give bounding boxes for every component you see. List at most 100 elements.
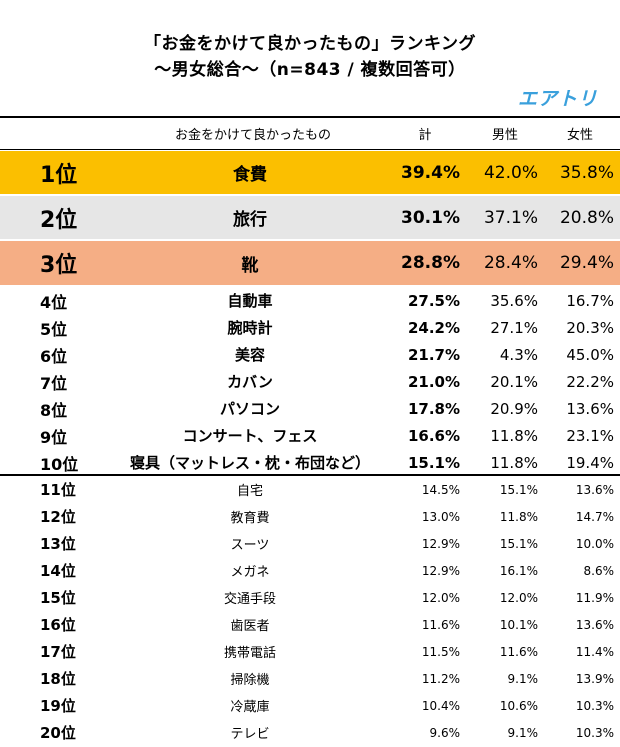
table-row: 19位 冷蔵庫 10.4% 10.6% 10.3% [0, 692, 620, 719]
item-cell: カバン [227, 373, 273, 391]
rank-cell: 16位 [40, 616, 76, 634]
male-cell: 10.1% [499, 617, 538, 632]
total-cell: 21.7% [407, 345, 460, 364]
total-cell: 16.6% [407, 426, 460, 445]
male-cell: 20.9% [490, 399, 538, 418]
rank-cell: 12位 [40, 508, 76, 526]
male-cell: 11.8% [490, 453, 538, 472]
female-cell: 35.8% [559, 162, 614, 183]
male-cell: 37.1% [483, 207, 538, 228]
total-cell: 9.6% [429, 725, 461, 740]
chart-title: 「お金をかけて良かったもの」ランキング [144, 34, 476, 54]
rank-cell: 19位 [40, 697, 76, 715]
rank-cell: 17位 [40, 643, 76, 661]
male-cell: 12.0% [499, 590, 538, 605]
female-cell: 10.0% [575, 536, 614, 551]
total-cell: 13.0% [421, 509, 460, 524]
male-cell: 11.6% [499, 644, 538, 659]
female-cell: 11.9% [575, 590, 614, 605]
header-bottom-rule [0, 149, 620, 150]
male-cell: 9.1% [507, 725, 539, 740]
item-cell: 美容 [234, 346, 265, 364]
female-cell: 13.6% [566, 399, 614, 418]
table-row: 15位 交通手段 12.0% 12.0% 11.9% [0, 584, 620, 611]
female-cell: 13.9% [575, 671, 614, 686]
table-row: 18位 掃除機 11.2% 9.1% 13.9% [0, 665, 620, 692]
total-cell: 11.2% [421, 671, 460, 686]
rank-cell: 7位 [40, 373, 68, 393]
item-cell: メガネ [230, 565, 270, 580]
rank-cell: 6位 [40, 346, 68, 366]
table-row: 2位 旅行 30.1% 37.1% 20.8% [0, 196, 620, 239]
table-row: 9位 コンサート、フェス 16.6% 11.8% 23.1% [0, 422, 620, 449]
table-row: 3位 靴 28.8% 28.4% 29.4% [0, 241, 620, 285]
table-row: 6位 美容 21.7% 4.3% 45.0% [0, 341, 620, 368]
female-cell: 20.3% [566, 318, 614, 337]
male-cell: 16.1% [499, 563, 538, 578]
item-cell: テレビ [230, 727, 270, 742]
total-cell: 12.9% [421, 536, 460, 551]
header-item: お金をかけて良かったもの [175, 128, 332, 143]
rank-cell: 9位 [40, 427, 68, 447]
item-cell: 寝具（マットレス・枕・布団など） [129, 454, 370, 472]
item-cell: 靴 [241, 255, 259, 276]
total-cell: 11.6% [421, 617, 460, 632]
rank-cell: 20位 [40, 724, 76, 742]
total-cell: 30.1% [401, 207, 460, 228]
total-cell: 12.9% [421, 563, 460, 578]
item-cell: 自動車 [227, 292, 273, 310]
male-cell: 11.8% [499, 509, 538, 524]
chart-subtitle: 〜男女総合〜（n=843 / 複数回答可） [154, 60, 466, 80]
male-cell: 28.4% [483, 253, 538, 273]
male-cell: 4.3% [499, 345, 538, 364]
total-cell: 17.8% [407, 399, 460, 418]
male-cell: 15.1% [499, 482, 538, 497]
table-row: 16位 歯医者 11.6% 10.1% 13.6% [0, 611, 620, 638]
rank-cell: 10位 [40, 454, 79, 474]
item-cell: 教育費 [230, 511, 270, 526]
item-cell: 自宅 [236, 484, 263, 499]
rank-cell: 5位 [40, 319, 68, 339]
rank-cell: 18位 [40, 670, 76, 688]
top10-divider-rule [0, 474, 620, 476]
total-cell: 27.5% [407, 291, 460, 310]
table-row: 4位 自動車 27.5% 35.6% 16.7% [0, 287, 620, 314]
table-row: 7位 カバン 21.0% 20.1% 22.2% [0, 368, 620, 395]
table-row: 1位 食費 39.4% 42.0% 35.8% [0, 151, 620, 194]
table-row: 8位 パソコン 17.8% 20.9% 13.6% [0, 395, 620, 422]
female-cell: 23.1% [566, 426, 614, 445]
header-total: 計 [418, 128, 432, 143]
table-row: 20位 テレビ 9.6% 9.1% 10.3% [0, 719, 620, 746]
total-cell: 28.8% [401, 253, 460, 273]
female-cell: 22.2% [566, 372, 614, 391]
rank-cell: 3位 [40, 253, 78, 278]
item-cell: 冷蔵庫 [230, 700, 270, 715]
female-cell: 45.0% [566, 345, 614, 364]
female-cell: 29.4% [559, 253, 614, 273]
male-cell: 20.1% [490, 372, 538, 391]
table-row: 10位 寝具（マットレス・枕・布団など） 15.1% 11.8% 19.4% [0, 449, 620, 476]
header-male: 男性 [491, 128, 518, 143]
table-row: 11位 自宅 14.5% 15.1% 13.6% [0, 476, 620, 503]
female-cell: 16.7% [566, 291, 614, 310]
item-cell: コンサート、フェス [182, 427, 318, 445]
item-cell: 旅行 [233, 210, 267, 230]
total-cell: 14.5% [421, 482, 460, 497]
item-cell: 掃除機 [230, 673, 270, 688]
female-cell: 8.6% [583, 563, 615, 578]
rank-cell: 4位 [40, 292, 68, 312]
total-cell: 11.5% [421, 644, 460, 659]
total-cell: 10.4% [421, 698, 460, 713]
female-cell: 19.4% [566, 453, 614, 472]
brand-logo: エアトリ [517, 88, 598, 110]
total-cell: 39.4% [401, 162, 460, 183]
male-cell: 35.6% [490, 291, 538, 310]
total-cell: 15.1% [407, 453, 460, 472]
total-cell: 12.0% [421, 590, 460, 605]
male-cell: 15.1% [499, 536, 538, 551]
total-cell: 21.0% [407, 372, 460, 391]
female-cell: 13.6% [575, 617, 614, 632]
male-cell: 27.1% [490, 318, 538, 337]
item-cell: 携帯電話 [223, 646, 276, 661]
